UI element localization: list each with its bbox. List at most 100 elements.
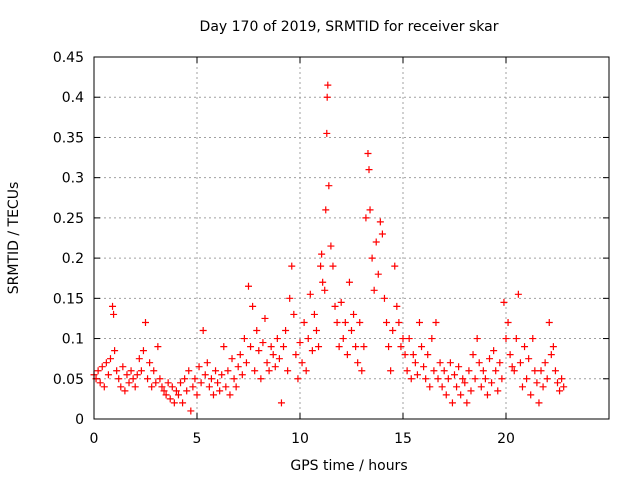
data-point [510, 367, 518, 375]
data-point [496, 359, 504, 367]
data-point [508, 363, 516, 371]
data-point [533, 379, 541, 387]
data-point [337, 298, 345, 306]
y-tick-label: 0.35 [53, 130, 84, 146]
data-point [298, 359, 306, 367]
data-point [531, 367, 539, 375]
data-point [397, 343, 405, 351]
data-point [265, 367, 273, 375]
data-point [378, 230, 386, 238]
data-point [189, 383, 197, 391]
data-point [539, 383, 547, 391]
data-point [341, 318, 349, 326]
data-point [558, 375, 566, 383]
data-point [535, 399, 543, 407]
data-point [131, 383, 139, 391]
data-point [96, 379, 104, 387]
data-point [174, 391, 182, 399]
data-point [451, 371, 458, 379]
data-point [125, 379, 133, 387]
data-point [292, 351, 300, 359]
data-point [473, 335, 481, 343]
data-point [521, 343, 529, 351]
grid-lines [94, 57, 609, 419]
x-tick-label: 5 [193, 431, 202, 447]
data-point [162, 391, 170, 399]
data-point [372, 238, 380, 246]
data-point [226, 391, 234, 399]
data-point [424, 351, 432, 359]
data-point [160, 387, 168, 395]
data-point [529, 335, 537, 343]
data-point [267, 343, 275, 351]
data-point [181, 375, 189, 383]
data-point [199, 327, 207, 335]
data-point [127, 367, 135, 375]
data-point [263, 359, 271, 367]
data-point [214, 379, 222, 387]
data-point [323, 129, 331, 137]
data-point [218, 371, 226, 379]
y-tick-label: 0.15 [53, 291, 84, 307]
data-point [152, 379, 160, 387]
data-point [486, 355, 494, 363]
data-point [275, 355, 283, 363]
data-point [356, 318, 364, 326]
data-point [415, 318, 423, 326]
data-point [104, 371, 112, 379]
data-point [434, 375, 442, 383]
data-point [277, 399, 285, 407]
data-point [385, 343, 393, 351]
data-point [315, 343, 323, 351]
data-point [253, 327, 261, 335]
data-point [401, 351, 409, 359]
data-point [115, 375, 123, 383]
data-point [201, 371, 209, 379]
data-point [129, 375, 137, 383]
data-point [331, 302, 339, 310]
data-point [365, 166, 373, 174]
data-point [142, 318, 149, 326]
data-point [422, 375, 430, 383]
data-point [543, 375, 551, 383]
data-point [479, 367, 487, 375]
data-point [212, 367, 220, 375]
data-point [135, 355, 143, 363]
data-point [327, 242, 335, 250]
data-point [391, 262, 399, 270]
data-point [177, 379, 185, 387]
data-point [405, 335, 413, 343]
data-point [502, 335, 510, 343]
data-point [354, 359, 362, 367]
data-point [444, 375, 452, 383]
data-point [380, 294, 388, 302]
y-tick-label: 0.2 [62, 251, 84, 267]
data-point [459, 375, 467, 383]
data-point [527, 391, 535, 399]
y-tick-label: 0.25 [53, 211, 84, 227]
data-point [111, 347, 119, 355]
x-tick-label: 20 [497, 431, 515, 447]
data-point [492, 367, 500, 375]
data-point [154, 343, 162, 351]
data-point [514, 290, 522, 298]
data-point [195, 363, 203, 371]
data-point [551, 367, 559, 375]
data-point [150, 367, 158, 375]
data-point [432, 318, 440, 326]
data-point [376, 218, 384, 226]
data-point [187, 407, 195, 415]
data-point [413, 371, 421, 379]
data-point [477, 383, 485, 391]
data-point [387, 367, 395, 375]
data-point [512, 335, 520, 343]
data-point [461, 379, 469, 387]
axis-ticks: 0 0.05 0.1 0.15 0.2 0.25 0.3 0.35 0.4 0.45 0 5 10 15 2… [53, 50, 609, 447]
data-point [516, 359, 524, 367]
data-point [166, 395, 174, 403]
data-point [395, 318, 403, 326]
data-point [358, 367, 366, 375]
data-point [205, 383, 213, 391]
data-point [236, 351, 244, 359]
